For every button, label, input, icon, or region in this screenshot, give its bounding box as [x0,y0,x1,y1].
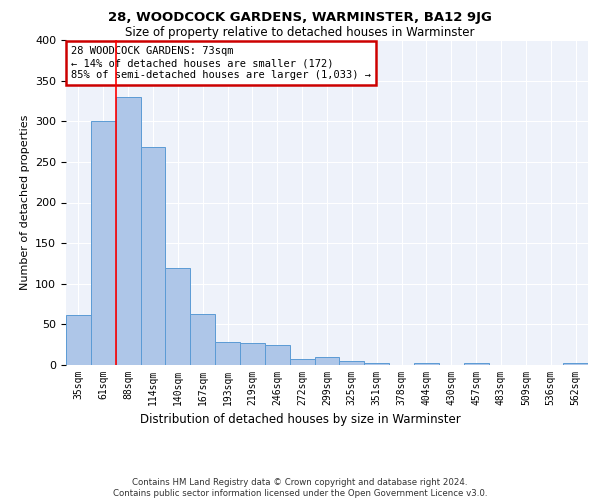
Bar [116,97,140,365]
Text: Contains HM Land Registry data © Crown copyright and database right 2024.
Contai: Contains HM Land Registry data © Crown c… [113,478,487,498]
Bar [464,362,488,365]
Y-axis label: Number of detached properties: Number of detached properties [20,115,29,290]
Bar [240,343,265,365]
Bar [166,268,190,365]
Bar [91,121,116,365]
Bar [66,314,91,365]
Bar [190,314,215,365]
Bar [215,342,240,365]
Bar [314,357,340,365]
Bar [563,364,588,365]
Text: Distribution of detached houses by size in Warminster: Distribution of detached houses by size … [140,412,460,426]
Bar [340,361,364,365]
Bar [290,360,314,365]
Text: 28, WOODCOCK GARDENS, WARMINSTER, BA12 9JG: 28, WOODCOCK GARDENS, WARMINSTER, BA12 9… [108,11,492,24]
Bar [414,364,439,365]
Text: Size of property relative to detached houses in Warminster: Size of property relative to detached ho… [125,26,475,39]
Text: 28 WOODCOCK GARDENS: 73sqm
← 14% of detached houses are smaller (172)
85% of sem: 28 WOODCOCK GARDENS: 73sqm ← 14% of deta… [71,46,371,80]
Bar [265,344,290,365]
Bar [364,364,389,365]
Bar [140,147,166,365]
